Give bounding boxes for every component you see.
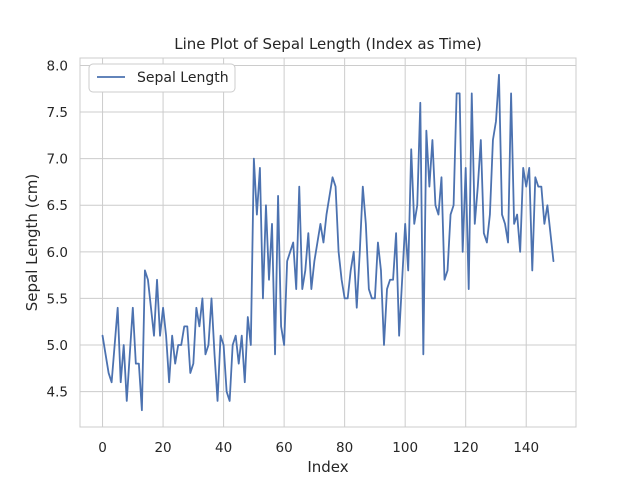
x-tick-label: 0 xyxy=(98,440,107,456)
plot-frame xyxy=(79,57,577,428)
y-axis-ticks: 4.5 5.0 5.5 6.0 6.5 7.0 7.5 8.0 xyxy=(47,58,68,400)
y-tick-label: 5.5 xyxy=(47,291,68,307)
x-tick-label: 100 xyxy=(392,440,418,456)
x-tick-label: 120 xyxy=(453,440,479,456)
grid-lines xyxy=(80,58,576,427)
legend-box xyxy=(88,63,236,93)
x-tick-label: 20 xyxy=(154,440,171,456)
legend: Sepal Length xyxy=(88,63,236,93)
x-tick-label: 140 xyxy=(513,440,539,456)
y-tick-label: 4.5 xyxy=(47,385,68,401)
chart-title: Line Plot of Sepal Length (Index as Time… xyxy=(174,35,481,53)
x-axis-ticks: 0 20 40 60 80 100 120 140 xyxy=(98,440,539,456)
y-tick-label: 8.0 xyxy=(47,58,68,74)
series-layer xyxy=(101,73,555,412)
x-tick-label: 60 xyxy=(276,440,293,456)
series-line-sepal-length xyxy=(101,73,555,412)
x-tick-label: 80 xyxy=(336,440,353,456)
y-tick-label: 7.5 xyxy=(47,105,68,121)
y-tick-label: 7.0 xyxy=(47,152,68,168)
x-axis-title: Index xyxy=(307,458,348,476)
x-tick-label: 40 xyxy=(215,440,232,456)
y-tick-label: 6.5 xyxy=(47,198,68,214)
y-tick-label: 6.0 xyxy=(47,245,68,261)
y-tick-label: 5.0 xyxy=(47,338,68,354)
y-axis-title: Sepal Length (cm) xyxy=(23,174,41,311)
legend-label: Sepal Length xyxy=(137,70,229,86)
